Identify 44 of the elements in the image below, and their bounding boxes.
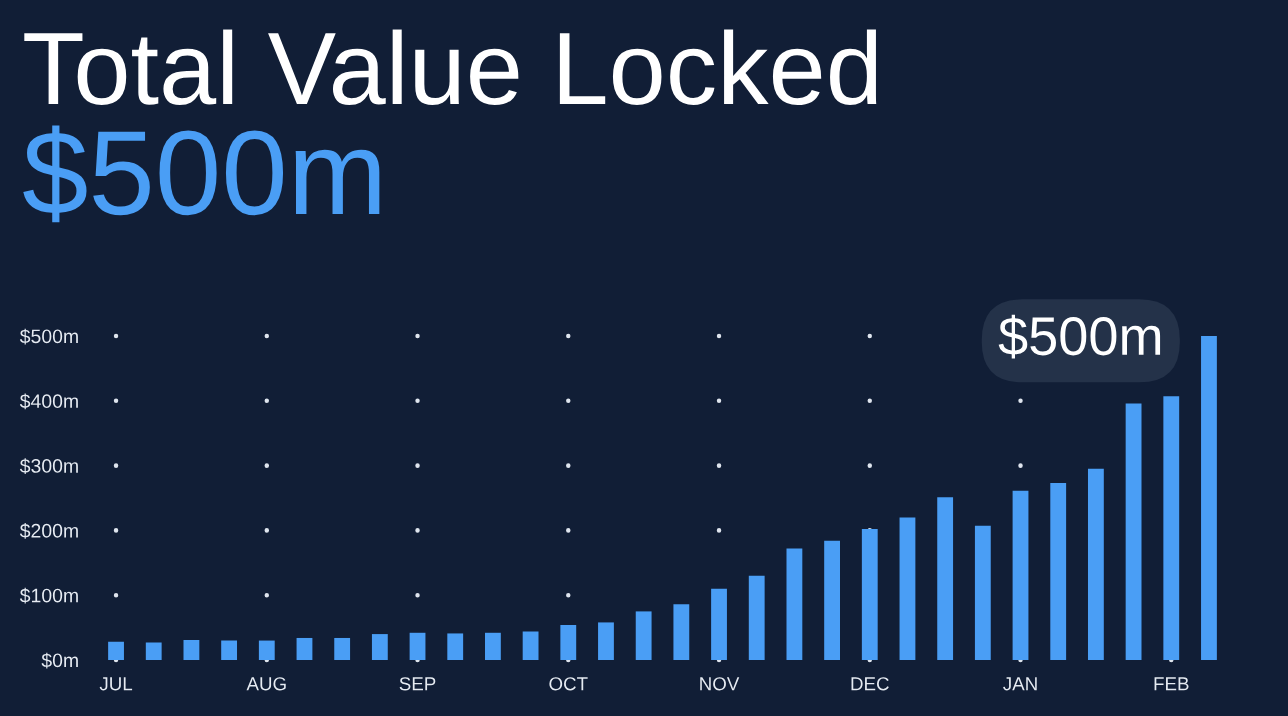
bar	[334, 637, 351, 660]
bar	[560, 625, 577, 660]
bar	[371, 634, 388, 660]
bar	[786, 548, 803, 660]
x-tick-label: DEC	[851, 677, 889, 691]
bar	[748, 575, 765, 660]
x-tick-label: SEP	[399, 677, 436, 691]
x-tick-label: NOV	[700, 677, 740, 691]
bar	[221, 640, 238, 660]
x-tick-label: JAN	[1003, 677, 1037, 691]
bar	[485, 632, 501, 660]
x-tick-label: OCT	[549, 677, 588, 691]
bar	[296, 637, 313, 660]
bar	[183, 639, 200, 660]
bar	[598, 622, 614, 660]
bar	[899, 517, 916, 660]
bar	[673, 604, 690, 660]
bar	[447, 633, 464, 660]
bar	[1125, 403, 1142, 660]
x-tick-label: JUL	[99, 677, 133, 691]
bar	[974, 525, 991, 660]
y-tick-label: $100m	[19, 587, 78, 604]
bar	[635, 611, 652, 660]
bar	[258, 640, 275, 660]
bar	[1163, 396, 1180, 660]
bar	[937, 497, 954, 660]
y-tick-label: $200m	[19, 523, 78, 539]
bar	[1087, 468, 1104, 660]
bar	[1201, 336, 1217, 660]
annotation: $500m	[998, 314, 1161, 359]
y-tick-label: $0m	[41, 652, 78, 669]
y-tick-label: $300m	[19, 458, 78, 474]
x-tick-label: FEB	[1154, 677, 1189, 691]
bar	[824, 540, 840, 660]
bar	[1050, 483, 1067, 660]
x-tick-label: AUG	[246, 677, 286, 691]
bar	[522, 631, 539, 660]
y-tick-label: $400m	[19, 393, 78, 410]
bar	[145, 642, 162, 660]
bar	[409, 632, 426, 660]
chart-title: Total Value Locked	[24, 29, 877, 106]
bar	[711, 588, 727, 660]
y-tick-label: $500m	[19, 328, 78, 345]
bar	[108, 641, 124, 660]
